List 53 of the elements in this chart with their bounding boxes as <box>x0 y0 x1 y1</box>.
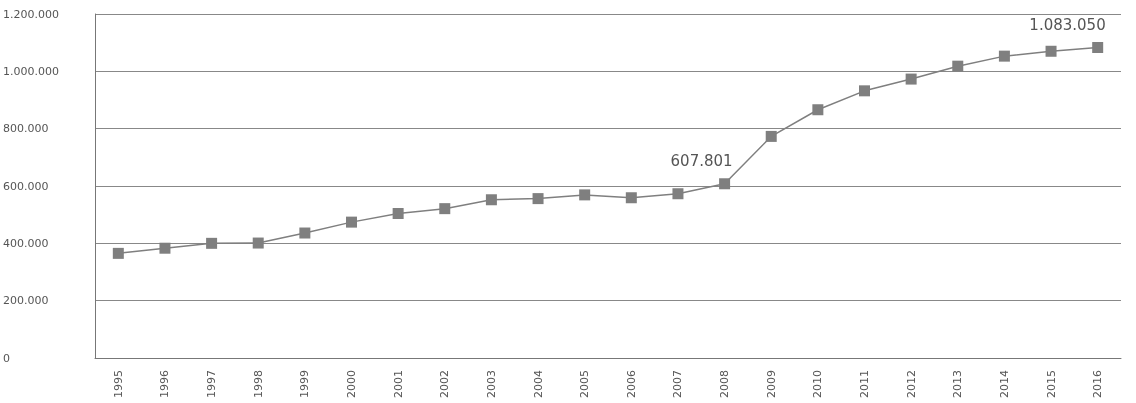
x-tick-label: 1997 <box>205 370 219 398</box>
x-tick-label: 1999 <box>298 370 312 398</box>
x-tick-label: 2013 <box>951 370 965 398</box>
point <box>485 194 497 206</box>
x-tick-label: 2016 <box>1091 370 1105 398</box>
point <box>998 50 1010 62</box>
point <box>625 192 637 204</box>
x-tick-label: 2000 <box>345 370 358 398</box>
y-tick-label: 200.000 <box>3 294 49 308</box>
y-tick-label: 1.000.000 <box>3 64 59 78</box>
point <box>859 85 870 97</box>
x-tick-label: 2009 <box>764 370 778 398</box>
x-tick-label: 2008 <box>718 370 732 398</box>
x-tick-label: 2014 <box>997 370 1011 398</box>
x-tick-label: 2002 <box>438 370 452 398</box>
x-tick-label: 1995 <box>111 370 125 398</box>
y-tick-label: 800.000 <box>3 122 49 136</box>
point <box>439 203 451 215</box>
y-tick-label: 600.000 <box>3 179 49 193</box>
point <box>952 60 964 72</box>
point <box>579 189 591 201</box>
point <box>812 104 824 116</box>
point <box>206 237 218 249</box>
x-tick-label: 2001 <box>391 370 405 398</box>
point <box>1092 42 1104 54</box>
point <box>392 208 404 220</box>
y-tick-label: 400.000 <box>3 236 49 250</box>
point <box>532 193 544 205</box>
x-tick-label: 2005 <box>578 370 592 398</box>
point <box>1045 45 1057 57</box>
data-label: 607.801 <box>670 151 733 170</box>
x-tick-label: 1998 <box>251 370 265 398</box>
point <box>159 242 171 254</box>
x-tick-label: 2015 <box>1044 370 1058 398</box>
point <box>112 247 124 259</box>
data-label: 1.083.050 <box>1029 15 1106 34</box>
y-tick-label: 1.200.000 <box>3 7 59 21</box>
point <box>905 73 917 85</box>
point <box>252 237 264 249</box>
x-tick-label: 2011 <box>858 370 871 398</box>
x-tick-label: 2007 <box>671 370 685 398</box>
x-tick-label: 2012 <box>904 370 918 398</box>
point <box>719 178 731 190</box>
x-tick-label: 2004 <box>531 370 545 398</box>
y-tick-label: 0 <box>3 351 10 365</box>
x-tick-label: 2003 <box>484 370 498 398</box>
x-tick-label: 2006 <box>624 370 638 398</box>
point <box>346 216 357 228</box>
point <box>765 130 777 142</box>
point <box>299 227 311 239</box>
x-tick-label: 2010 <box>811 370 825 398</box>
x-tick-label: 1996 <box>158 370 172 398</box>
point <box>672 188 684 200</box>
